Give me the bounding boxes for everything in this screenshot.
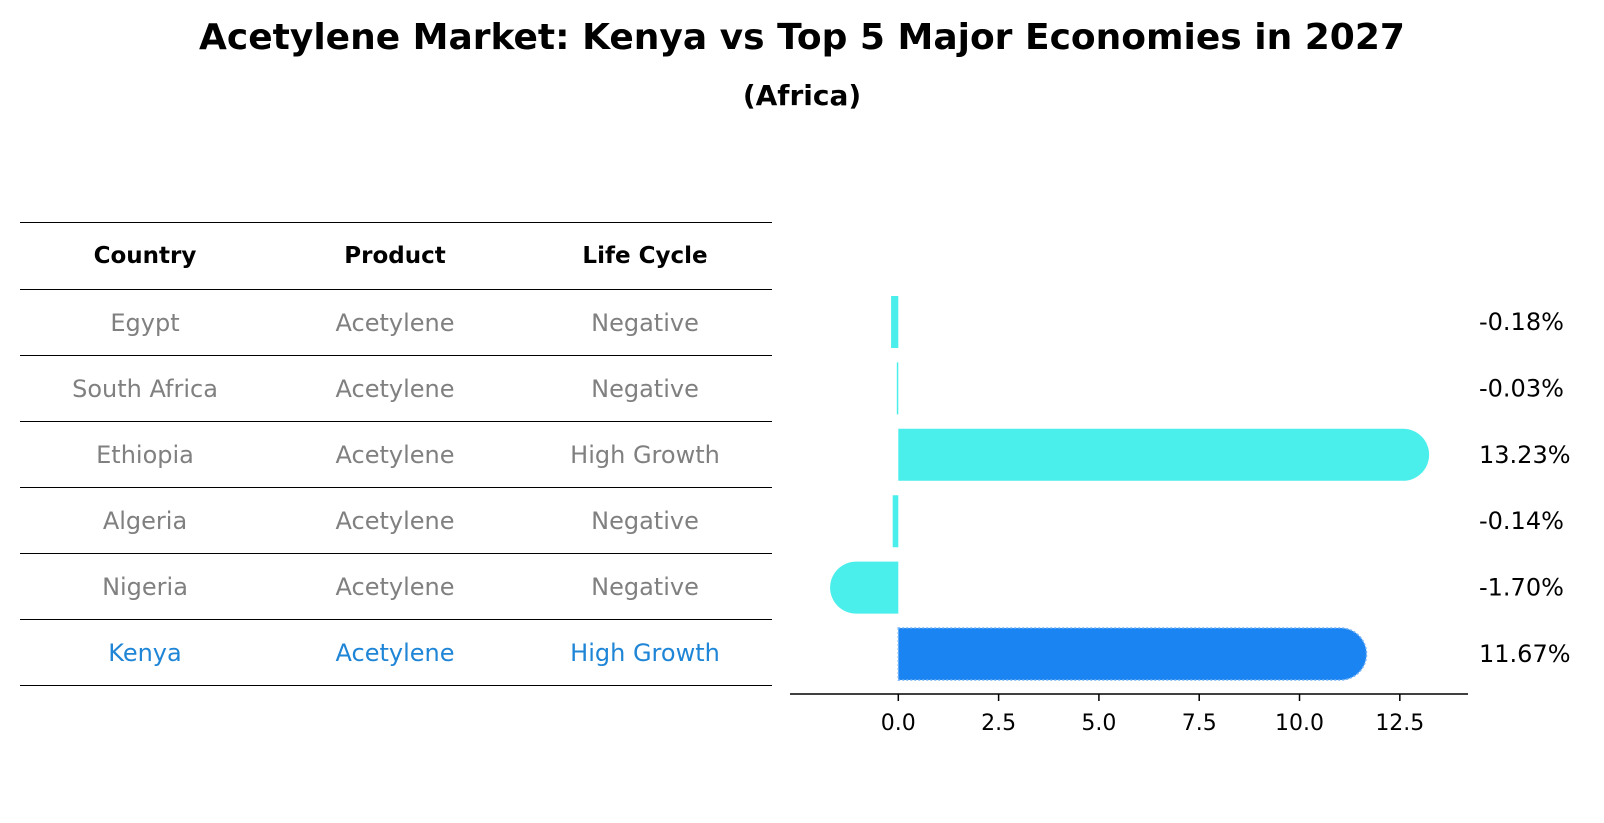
- x-tick-label: 2.5: [981, 711, 1016, 736]
- table-header-row: Country Product Life Cycle: [20, 222, 772, 290]
- cell-life-cycle: High Growth: [570, 638, 720, 667]
- x-tick-label: 12.5: [1375, 711, 1424, 736]
- table-row: Algeria Acetylene Negative: [20, 488, 772, 554]
- chart-subtitle: (Africa): [742, 79, 862, 112]
- data-label: -0.14%: [1479, 507, 1564, 535]
- x-tick-label: 0.0: [881, 711, 916, 736]
- chart-title: Acetylene Market: Kenya vs Top 5 Major E…: [199, 17, 1405, 58]
- cell-product: Acetylene: [335, 638, 455, 667]
- cell-country: South Africa: [72, 374, 218, 403]
- cell-country: Egypt: [110, 308, 180, 337]
- data-label: 13.23%: [1479, 441, 1571, 469]
- bar-highlight: [897, 627, 1368, 681]
- data-label: -0.18%: [1479, 308, 1564, 336]
- x-tick-label: 10.0: [1275, 711, 1324, 736]
- bar: [892, 495, 899, 548]
- table-row: Nigeria Acetylene Negative: [20, 554, 772, 620]
- table-row-highlight: Kenya Acetylene High Growth: [20, 620, 772, 686]
- cell-life-cycle: Negative: [591, 572, 699, 601]
- table-row: South Africa Acetylene Negative: [20, 356, 772, 422]
- x-tick-label: 7.5: [1182, 711, 1217, 736]
- cell-country: Ethiopia: [96, 440, 194, 469]
- data-label: -0.03%: [1479, 374, 1564, 402]
- cell-country: Algeria: [102, 506, 188, 535]
- table-row: Ethiopia Acetylene High Growth: [20, 422, 772, 488]
- bar: [891, 296, 899, 348]
- data-label: -1.70%: [1479, 574, 1564, 602]
- x-tick-label: 5.0: [1081, 711, 1116, 736]
- cell-product: Acetylene: [335, 374, 455, 403]
- header-product: Product: [344, 243, 446, 269]
- header-life-cycle: Life Cycle: [582, 243, 708, 269]
- cell-product: Acetylene: [335, 506, 455, 535]
- cell-life-cycle: High Growth: [570, 440, 720, 469]
- header-country: Country: [93, 243, 197, 269]
- cell-life-cycle: Negative: [591, 506, 699, 535]
- cell-life-cycle: Negative: [591, 308, 699, 337]
- data-label: 11.67%: [1479, 640, 1571, 668]
- country-table: Country Product Life Cycle Egypt Acetyle…: [20, 222, 772, 686]
- cell-product: Acetylene: [335, 308, 455, 337]
- cell-country: Nigeria: [102, 572, 188, 601]
- cell-product: Acetylene: [335, 572, 455, 601]
- bar: [830, 561, 899, 614]
- table-row: Egypt Acetylene Negative: [20, 290, 772, 356]
- bar: [898, 428, 1430, 481]
- bar: [896, 362, 899, 415]
- cell-life-cycle: Negative: [591, 374, 699, 403]
- cell-product: Acetylene: [335, 440, 455, 469]
- cell-country: Kenya: [108, 638, 182, 667]
